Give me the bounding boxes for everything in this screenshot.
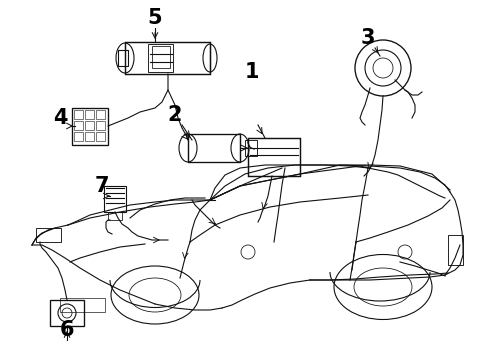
Text: 2: 2: [168, 105, 182, 125]
Text: 3: 3: [361, 28, 375, 48]
Text: 6: 6: [60, 320, 74, 340]
Text: 5: 5: [147, 8, 162, 28]
Text: 1: 1: [245, 62, 259, 82]
Text: 4: 4: [53, 108, 67, 128]
Text: 7: 7: [95, 176, 109, 196]
